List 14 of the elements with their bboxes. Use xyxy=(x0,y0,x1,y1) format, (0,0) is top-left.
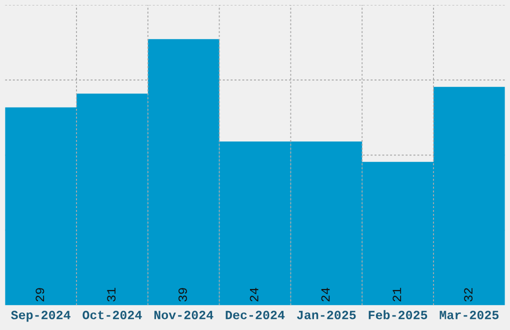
data-label: 31 xyxy=(107,288,116,302)
x-tick-label: Jan-2025 xyxy=(297,310,356,320)
x-tick-label: Feb-2025 xyxy=(368,310,428,320)
data-label: 32 xyxy=(464,288,473,302)
data-label: 24 xyxy=(250,288,258,302)
x-tick-label: Dec-2024 xyxy=(226,310,285,320)
x-tick-label: Mar-2025 xyxy=(440,310,499,320)
data-label: 24 xyxy=(321,288,330,302)
x-tick-label: Sep-2024 xyxy=(11,310,70,322)
x-tick-label: Nov-2024 xyxy=(154,310,214,320)
x-tick-label: Oct-2024 xyxy=(82,310,142,320)
data-label: 21 xyxy=(392,288,402,302)
data-label: 29 xyxy=(36,288,44,302)
data-label: 39 xyxy=(178,288,187,302)
